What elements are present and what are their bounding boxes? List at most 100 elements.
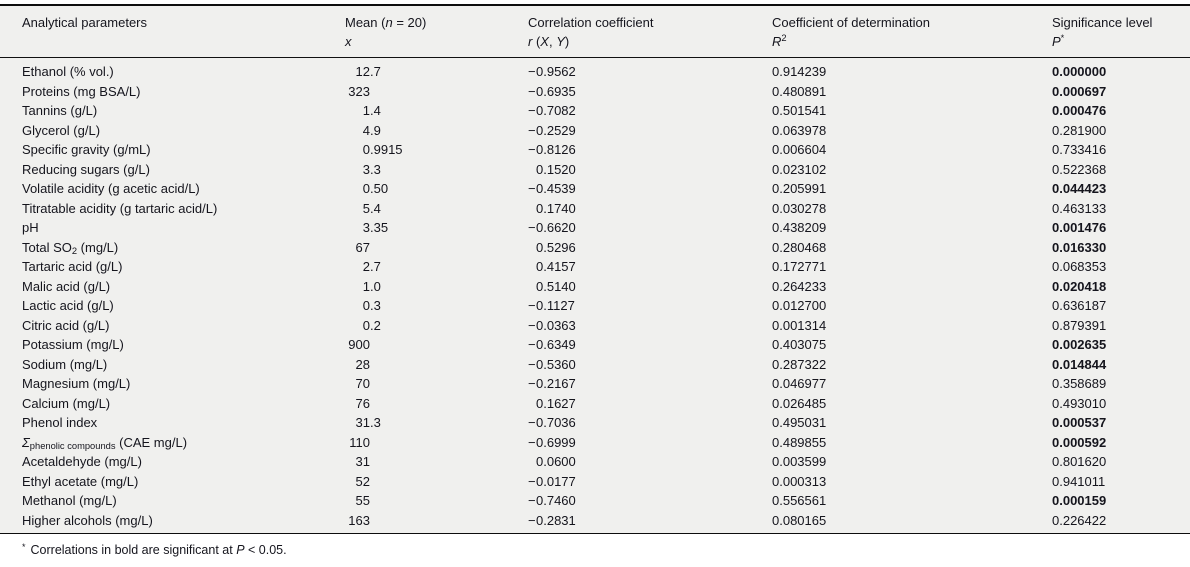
cell-determination: 0.046977 [772, 376, 827, 391]
table-row: Higher alcohols (mg/L) 163 −0.2831 0.080165… [0, 511, 1190, 534]
cell-determination: 0.264233 [772, 278, 827, 294]
column-label: Mean (n = 20) [345, 15, 427, 30]
cell-correlation: −0.7036 [528, 415, 576, 430]
table-row: Titratable acidity (g tartaric acid/L) 5.… [0, 199, 1190, 219]
cell-significance: 0.358689 [1052, 376, 1107, 391]
cell-parameter: Potassium (mg/L) [22, 337, 124, 352]
cell-mean: 52 [355, 473, 370, 489]
cell-determination: 0.280468 [772, 239, 827, 255]
table-row: Specific gravity (g/mL) 0.9915 −0.8126 0.00… [0, 140, 1190, 160]
data-table: Analytical parameters Mean (n = 20) x Co… [0, 6, 1190, 533]
cell-determination: 0.556561 [772, 493, 827, 508]
cell-parameter: Total SO2 (mg/L) [22, 239, 119, 257]
cell-mean: 31 [355, 454, 370, 469]
cell-significance: 0.020418 [1052, 278, 1107, 294]
table-body: Ethanol (% vol.) 12.7 −0.9562 0.914239 0.000… [0, 58, 1190, 534]
column-sublabel: R2 [772, 33, 787, 49]
cell-parameter: Proteins (mg BSA/L) [22, 83, 141, 99]
cell-significance: 0.636187 [1052, 298, 1107, 313]
column-sublabel: x [345, 34, 352, 49]
cell-determination: 0.006604 [772, 142, 827, 157]
table-row: Tartaric acid (g/L) 2.7 0.4157 0.172771 0.06… [0, 257, 1190, 277]
cell-correlation: 0.4157 [536, 259, 576, 274]
cell-determination: 0.287322 [772, 356, 827, 372]
cell-significance: 0.002635 [1052, 337, 1107, 352]
cell-significance: 0.001476 [1052, 220, 1107, 235]
cell-mean: 3.3 [362, 161, 381, 177]
table-row: Phenol index 31.3 −0.7036 0.495031 0.000537 [0, 413, 1190, 433]
table-row: Total SO2 (mg/L) 67 0.5296 0.280468 0.016330 [0, 238, 1190, 258]
cell-determination: 0.030278 [772, 200, 827, 216]
table-row: Σphenolic compounds (CAE mg/L) 110 −0.6999… [0, 433, 1190, 453]
cell-significance: 0.000592 [1052, 434, 1107, 450]
cell-correlation: −0.2831 [528, 512, 576, 528]
cell-mean: 0.50 [362, 181, 389, 196]
cell-mean: 1.0 [362, 278, 381, 294]
cell-mean: 1.4 [362, 103, 381, 118]
cell-determination: 0.012700 [772, 298, 827, 313]
cell-mean: 163 [348, 512, 370, 528]
table-row: Lactic acid (g/L) 0.3 −0.1127 0.012700 0.636… [0, 296, 1190, 316]
table-footnote: * Correlations in bold are significant at… [22, 541, 287, 557]
cell-correlation: −0.2529 [528, 122, 576, 138]
cell-parameter: Titratable acidity (g tartaric acid/L) [22, 200, 218, 216]
table-row: Calcium (mg/L) 76 0.1627 0.026485 0.493010 [0, 394, 1190, 414]
cell-significance: 0.000697 [1052, 83, 1107, 99]
cell-significance: 0.000159 [1052, 493, 1107, 508]
cell-significance: 0.493010 [1052, 395, 1107, 411]
table-row: Tannins (g/L) 1.4 −0.7082 0.501541 0.000476 [0, 101, 1190, 121]
cell-correlation: −0.9562 [528, 64, 576, 79]
cell-mean: 67 [355, 239, 370, 255]
cell-significance: 0.801620 [1052, 454, 1107, 469]
table-row: Ethanol (% vol.) 12.7 −0.9562 0.914239 0.000… [0, 58, 1190, 82]
table-row: Malic acid (g/L) 1.0 0.5140 0.264233 0.02041… [0, 277, 1190, 297]
cell-parameter: Malic acid (g/L) [22, 278, 111, 294]
cell-determination: 0.495031 [772, 415, 827, 430]
cell-correlation: −0.6999 [528, 434, 576, 450]
table-row: Volatile acidity (g acetic acid/L) 0.50 −0… [0, 179, 1190, 199]
cell-mean: 4.9 [362, 122, 381, 138]
cell-determination: 0.000313 [772, 473, 827, 489]
cell-significance: 0.044423 [1052, 181, 1107, 196]
cell-determination: 0.489855 [772, 434, 827, 450]
cell-mean: 12.7 [355, 64, 381, 79]
cell-correlation: −0.0363 [528, 317, 576, 333]
cell-significance: 0.733416 [1052, 142, 1107, 157]
cell-correlation: −0.7082 [528, 103, 576, 118]
cell-parameter: Lactic acid (g/L) [22, 298, 114, 313]
cell-mean: 900 [348, 337, 370, 352]
cell-parameter: Citric acid (g/L) [22, 317, 110, 333]
cell-correlation: −0.5360 [528, 356, 576, 372]
col-header-analytical-parameters: Analytical parameters [0, 6, 345, 58]
cell-correlation: −0.6620 [528, 220, 576, 235]
paper-table-figure: Analytical parameters Mean (n = 20) x Co… [0, 4, 1190, 557]
cell-determination: 0.172771 [772, 259, 827, 274]
col-header-correlation-coefficient: Correlation coefficient r (X, Y) [528, 6, 772, 58]
col-header-mean: Mean (n = 20) x [345, 6, 528, 58]
col-header-significance-level: Significance level P* [1052, 6, 1190, 58]
cell-mean: 3.35 [362, 220, 389, 235]
cell-significance: 0.879391 [1052, 317, 1107, 333]
column-label: Correlation coefficient [528, 15, 654, 30]
cell-significance: 0.522368 [1052, 161, 1107, 177]
cell-mean: 31.3 [355, 415, 381, 430]
column-label: Analytical parameters [22, 15, 147, 30]
cell-significance: 0.014844 [1052, 356, 1107, 372]
cell-parameter: Magnesium (mg/L) [22, 376, 131, 391]
cell-significance: 0.000537 [1052, 415, 1107, 430]
cell-parameter: Σphenolic compounds (CAE mg/L) [22, 434, 188, 452]
cell-parameter: Tartaric acid (g/L) [22, 259, 123, 274]
cell-correlation: 0.1740 [536, 200, 576, 216]
table-row: Ethyl acetate (mg/L) 52 −0.0177 0.000313 0.9… [0, 472, 1190, 492]
cell-correlation: 0.5140 [536, 278, 576, 294]
cell-determination: 0.080165 [772, 512, 827, 528]
cell-significance: 0.226422 [1052, 512, 1107, 528]
table-row: Sodium (mg/L) 28 −0.5360 0.287322 0.014844 [0, 355, 1190, 375]
cell-determination: 0.480891 [772, 83, 827, 99]
table-row: Reducing sugars (g/L) 3.3 0.1520 0.023102 0.… [0, 160, 1190, 180]
correlation-table: Analytical parameters Mean (n = 20) x Co… [0, 4, 1190, 534]
cell-determination: 0.403075 [772, 337, 827, 352]
table-row: Citric acid (g/L) 0.2 −0.0363 0.001314 0.879… [0, 316, 1190, 336]
cell-mean: 76 [355, 395, 370, 411]
cell-mean: 110 [349, 434, 370, 450]
